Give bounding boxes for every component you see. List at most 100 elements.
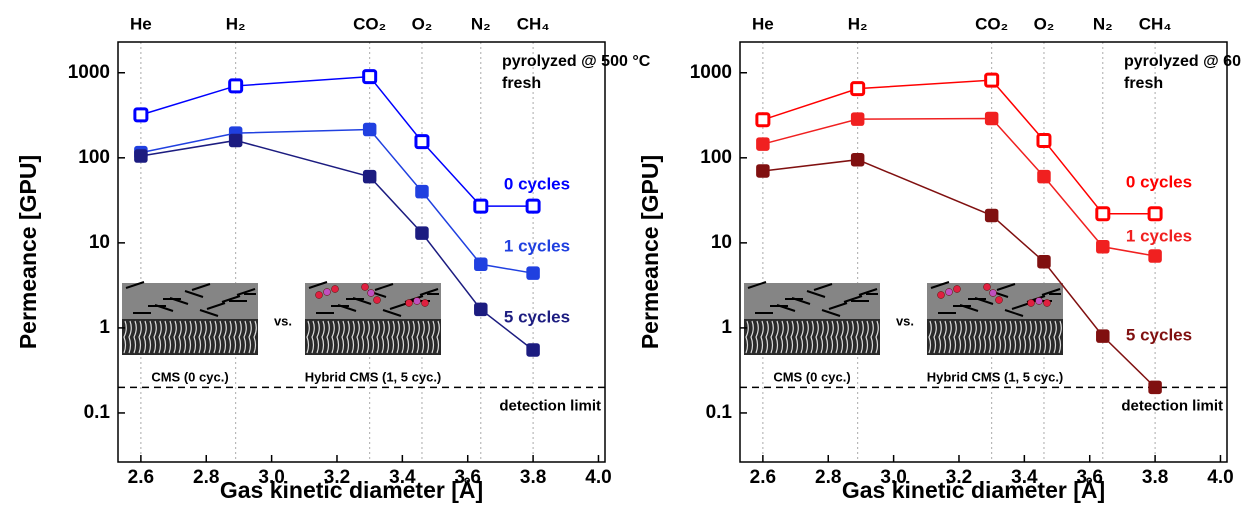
inset-label: vs.	[896, 313, 914, 328]
marker	[525, 198, 541, 214]
inset-molecule	[953, 285, 961, 293]
x-tick-label: 2.8	[815, 467, 841, 488]
marker	[473, 198, 489, 214]
y-tick-label: 10	[711, 232, 732, 253]
inset-sheet	[382, 309, 402, 317]
gas-label: O₂	[1034, 14, 1055, 33]
marker	[414, 134, 430, 150]
inset-molecule	[331, 285, 339, 293]
x-tick-label: 3.6	[455, 467, 481, 488]
x-axis-title: Gas kinetic diameter [Å]	[220, 476, 483, 503]
series-name: 0 cycles	[504, 174, 570, 193]
y-tick-label: 1000	[690, 62, 732, 83]
series-line	[140, 75, 534, 207]
inset-sheet	[828, 302, 848, 310]
y-tick-label: 10	[89, 232, 110, 253]
x-tick-label: 3.4	[389, 467, 416, 488]
inset-sheet	[191, 283, 211, 291]
inset-sheet	[154, 304, 174, 312]
gas-label: N₂	[471, 14, 491, 33]
inset-sheet	[1011, 302, 1031, 310]
x-tick-label: 3.4	[1011, 467, 1038, 488]
inset-label: Hybrid CMS (1, 5 cyc.)	[305, 369, 442, 384]
inset-sheet	[184, 290, 204, 298]
inset-pores	[123, 320, 257, 354]
marker	[1148, 380, 1162, 395]
marker	[984, 208, 999, 223]
inset-sheet	[221, 295, 241, 303]
x-tick-label: 2.8	[193, 467, 219, 488]
marker	[526, 266, 540, 280]
marker	[133, 107, 149, 123]
inset-sheet	[858, 288, 878, 296]
inset-sheet	[206, 302, 226, 310]
marker	[1096, 329, 1110, 343]
x-tick-label: 3.0	[258, 467, 284, 488]
marker	[1096, 239, 1110, 254]
inset-sheet	[1041, 288, 1061, 296]
inset-molecule	[1027, 299, 1035, 307]
marker	[228, 133, 243, 148]
x-axis-title: Gas kinetic diameter [Å]	[842, 476, 1105, 503]
marker	[850, 81, 866, 97]
y-tick-label: 100	[78, 147, 110, 168]
gas-label: CH₄	[1139, 14, 1172, 33]
x-tick-label: 2.6	[128, 467, 154, 488]
series-name: 1 cycles	[1126, 226, 1192, 245]
inset-sheet	[352, 297, 372, 305]
marker	[1037, 254, 1051, 269]
x-tick-label: 3.8	[520, 467, 546, 488]
marker	[755, 112, 771, 128]
gas-label: CH₄	[517, 14, 550, 33]
series-name: 0 cycles	[1126, 172, 1192, 191]
inset-sheet	[974, 297, 994, 305]
x-tick-label: 3.8	[1142, 467, 1168, 488]
inset-sheet	[236, 288, 256, 296]
inset-pores	[928, 320, 1062, 354]
marker	[850, 152, 865, 167]
marker	[415, 184, 429, 199]
inset-molecule	[373, 296, 381, 304]
inset-sheet	[125, 281, 145, 289]
inset-sheet	[813, 283, 833, 291]
marker	[228, 78, 244, 94]
inset-label: CMS (0 cyc.)	[773, 369, 850, 384]
gas-label: CO₂	[353, 14, 386, 33]
inset-label: vs.	[274, 313, 292, 328]
inset-label: Hybrid CMS (1, 5 cyc.)	[927, 369, 1064, 384]
gas-label: H₂	[848, 14, 868, 33]
gas-label: N₂	[1093, 14, 1113, 33]
panel: He H₂ CO₂ O₂ N₂ CH₄ CMS (0 cyc.) vs. Hybrid CMS …	[15, 14, 651, 503]
gas-label: CO₂	[975, 14, 1008, 33]
inset-sheet	[308, 281, 328, 289]
series-line	[762, 117, 1156, 257]
marker	[1036, 132, 1052, 148]
panel-subtitle: fresh	[502, 75, 541, 92]
inset-sheet	[389, 302, 409, 310]
marker	[1147, 206, 1163, 222]
x-tick-label: 3.6	[1077, 467, 1103, 488]
marker	[984, 72, 1000, 88]
inset-sheet	[747, 281, 767, 289]
series-line	[762, 79, 1156, 215]
x-tick-label: 3.2	[946, 467, 972, 488]
y-tick-label: 1	[721, 317, 732, 338]
y-tick-label: 100	[700, 147, 732, 168]
gas-label: H₂	[226, 14, 246, 33]
inset-sheet	[996, 283, 1016, 291]
inset-molecule	[323, 288, 331, 296]
inset-molecule	[361, 283, 369, 291]
marker	[362, 169, 377, 184]
inset-molecule	[937, 291, 945, 299]
detection-limit-label: detection limit	[499, 397, 601, 414]
series-line	[140, 139, 534, 351]
inset-label: CMS (0 cyc.)	[151, 369, 228, 384]
inset-molecule	[1043, 299, 1051, 307]
marker	[850, 112, 865, 126]
gas-label: O₂	[412, 14, 433, 33]
inset-molecule	[945, 288, 953, 296]
y-tick-label: 0.1	[706, 402, 733, 423]
inset-sheet	[1004, 309, 1024, 317]
marker	[474, 302, 488, 317]
